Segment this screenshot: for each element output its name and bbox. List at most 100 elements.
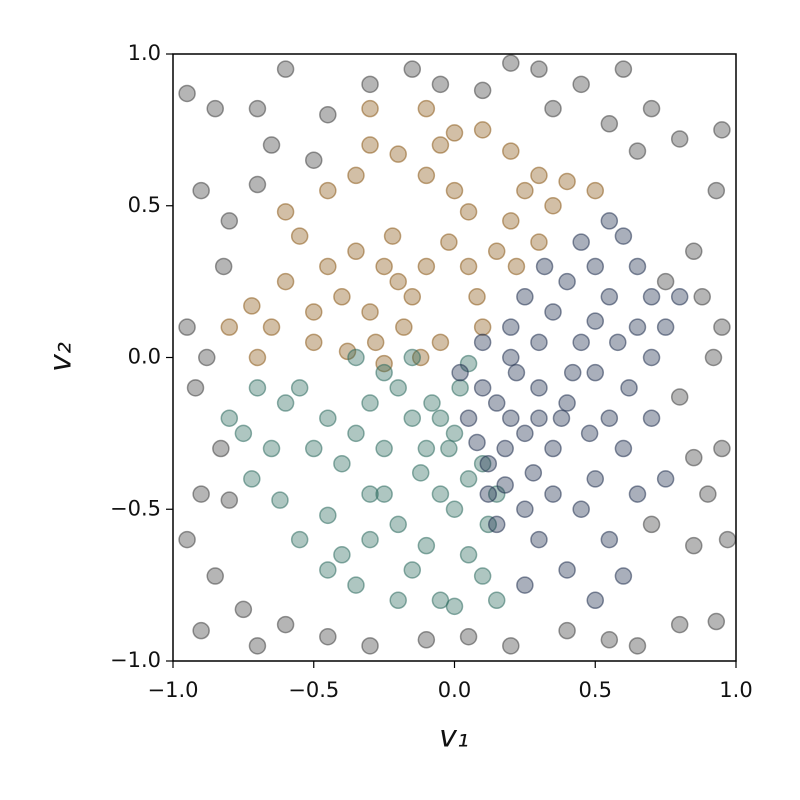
scatter-point — [375, 485, 393, 503]
scatter-point — [262, 439, 281, 458]
scatter-point — [502, 54, 520, 72]
y-tick-label: −0.5 — [110, 496, 161, 520]
scatter-point — [586, 312, 604, 330]
scatter-point — [417, 631, 436, 649]
scatter-point — [220, 491, 239, 509]
scatter-point — [670, 388, 689, 406]
scatter-point — [375, 354, 393, 373]
scatter-point — [403, 288, 422, 306]
scatter-point — [417, 166, 436, 185]
scatter-point — [206, 567, 224, 585]
scatter-point — [530, 530, 548, 549]
scatter-point — [417, 257, 436, 276]
scatter-point — [713, 121, 731, 139]
scatter-point — [544, 439, 562, 458]
scatter-point — [473, 318, 492, 336]
scatter-point — [572, 233, 590, 251]
scatter-point — [479, 454, 498, 473]
scatter-point — [530, 379, 548, 397]
scatter-point — [333, 546, 351, 564]
scatter-point — [563, 363, 582, 382]
scatter-point — [502, 318, 520, 336]
scatter-point — [628, 485, 647, 503]
scatter-point — [685, 242, 703, 261]
scatter-point — [524, 464, 543, 482]
scatter-point — [262, 318, 281, 336]
scatter-point — [614, 439, 633, 458]
scatter-point — [713, 318, 731, 336]
scatter-point — [516, 288, 534, 306]
scatter-point — [403, 409, 422, 427]
scatter-point — [383, 227, 402, 245]
scatter-point — [479, 485, 498, 503]
scatter-point — [685, 536, 703, 555]
scatter-point — [642, 288, 661, 306]
scatter-point — [459, 546, 478, 564]
scatter-point — [361, 303, 379, 321]
scatter-point — [628, 318, 647, 336]
scatter-point — [262, 136, 281, 154]
scatter-point — [516, 181, 534, 200]
scatter-point — [248, 175, 267, 194]
scatter-point — [214, 257, 233, 276]
scatter-point — [572, 500, 590, 518]
scatter-point — [431, 485, 450, 503]
scatter-point — [403, 561, 422, 579]
scatter-point — [178, 530, 196, 549]
scatter-point — [347, 166, 365, 185]
scatter-point — [431, 75, 450, 94]
scatter-point — [375, 363, 393, 382]
scatter-point — [389, 515, 407, 534]
scatter-point — [535, 257, 554, 276]
scatter-point — [544, 197, 562, 215]
scatter-point — [530, 233, 548, 251]
scatter-point — [704, 348, 723, 367]
scatter-point — [614, 227, 633, 245]
scatter-point — [580, 424, 599, 443]
scatter-point — [361, 394, 379, 412]
scatter-point — [628, 637, 647, 655]
scatter-point — [600, 631, 619, 649]
scatter-point — [319, 561, 337, 579]
scatter-point — [656, 470, 675, 488]
scatter-point — [192, 485, 210, 503]
scatter-point — [642, 348, 661, 367]
scatter-point — [586, 470, 604, 488]
scatter-point — [248, 637, 267, 655]
scatter-point — [502, 409, 520, 427]
scatter-point — [487, 242, 506, 261]
y-axis-label: v₂ — [44, 342, 79, 372]
scatter-point — [600, 409, 619, 427]
scatter-point — [411, 464, 430, 482]
scatter-point — [431, 333, 450, 352]
scatter-point — [440, 233, 458, 251]
scatter-point — [459, 257, 478, 276]
scatter-point — [319, 506, 337, 525]
scatter-point — [473, 567, 492, 585]
y-tick-label: −1.0 — [110, 648, 161, 672]
scatter-point — [502, 637, 520, 655]
scatter-point — [642, 409, 661, 427]
scatter-point — [614, 60, 633, 78]
scatter-point — [389, 379, 407, 397]
scatter-point — [502, 212, 520, 230]
scatter-point — [699, 485, 717, 503]
scatter-point — [445, 424, 464, 443]
scatter-point — [620, 379, 638, 397]
scatter-point — [389, 145, 407, 163]
scatter-point — [375, 257, 393, 276]
scatter-point — [212, 439, 230, 458]
scatter-point — [572, 333, 590, 352]
scatter-point — [276, 60, 295, 78]
scatter-point — [220, 318, 239, 336]
scatter-point — [445, 124, 464, 142]
scatter-point — [685, 448, 703, 467]
y-tick-label: 0.5 — [128, 193, 161, 217]
scatter-point — [628, 257, 647, 276]
plot-area — [178, 54, 736, 655]
scatter-point — [319, 627, 337, 646]
x-tick-label: 1.0 — [719, 678, 752, 702]
scatter-point — [558, 561, 576, 579]
scatter-point — [586, 257, 604, 276]
scatter-point — [473, 121, 492, 139]
